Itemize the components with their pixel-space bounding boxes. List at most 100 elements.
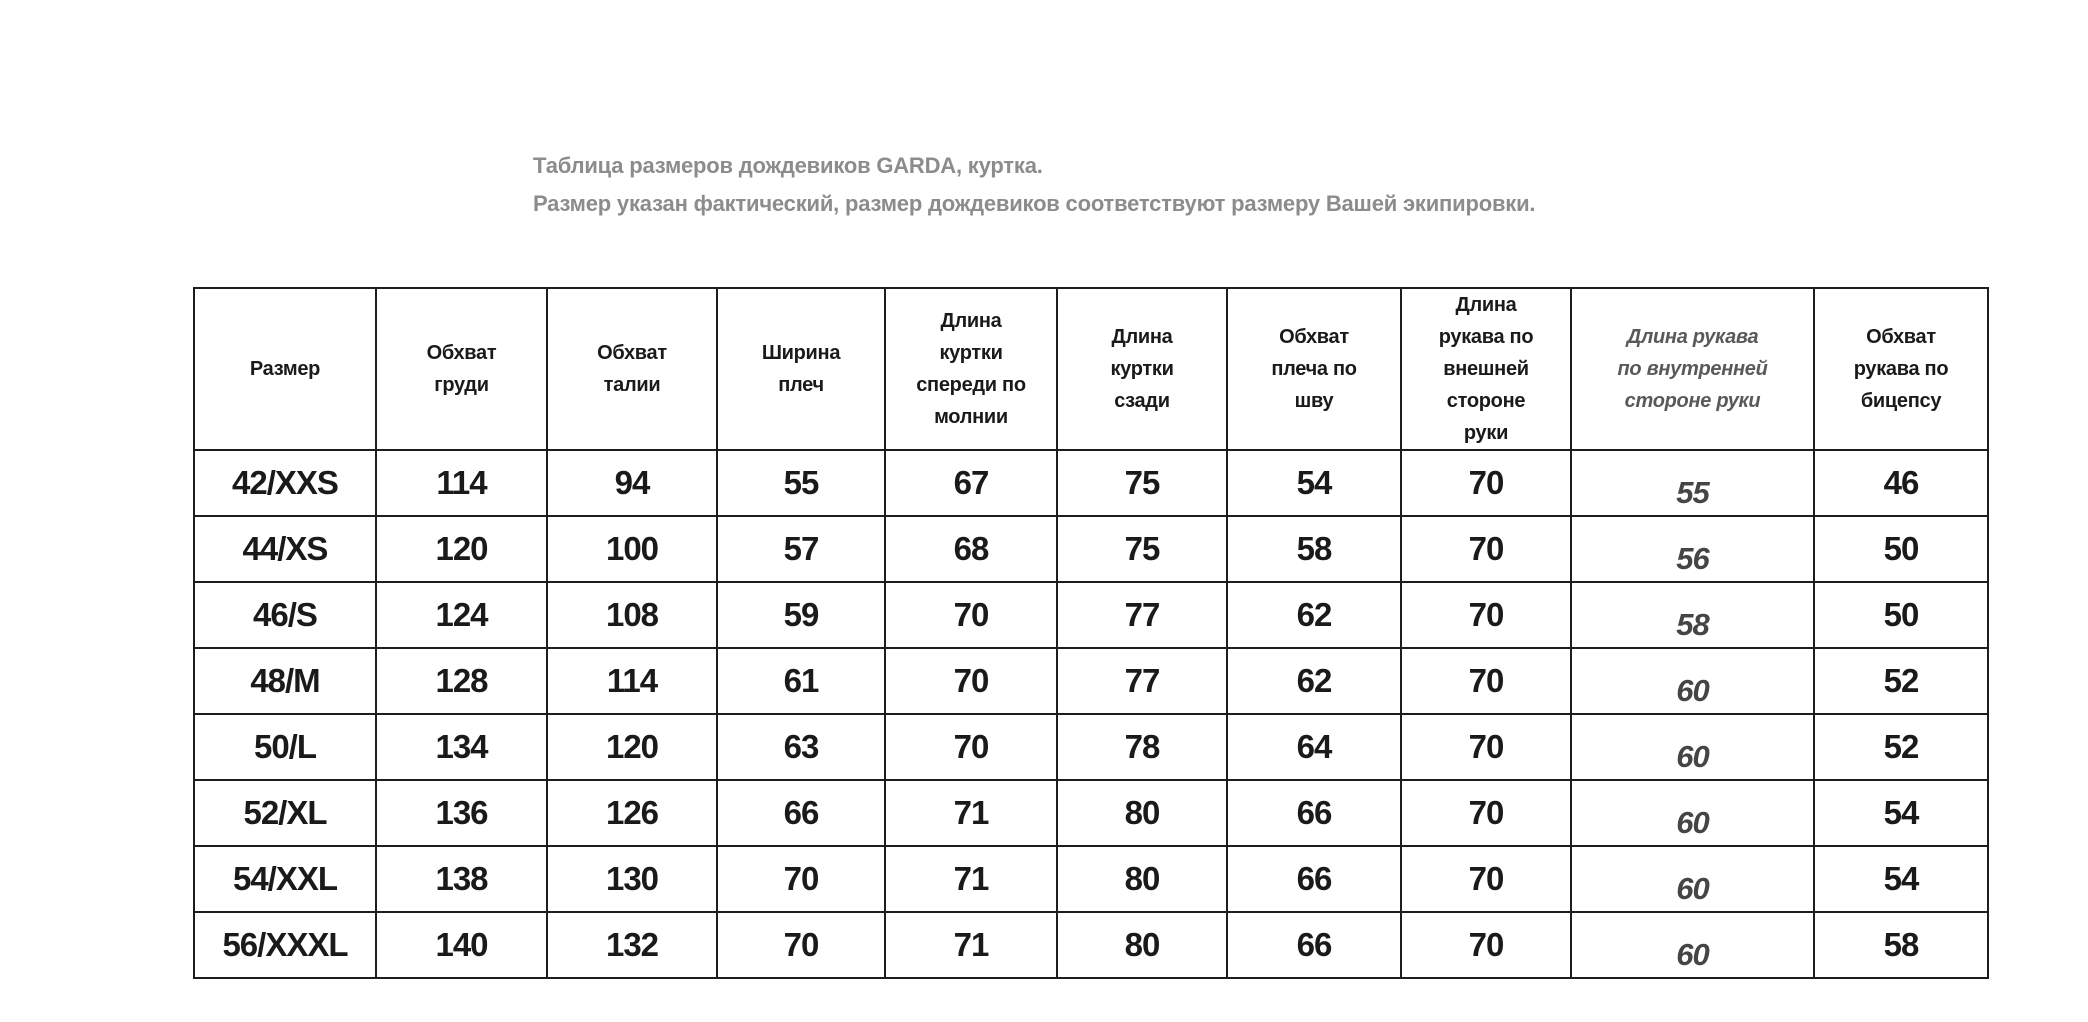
cell-shoulder-width: 66 bbox=[716, 779, 886, 847]
cell-sleeve-inner: 60 bbox=[1570, 779, 1815, 847]
cell-shoulder-width: 63 bbox=[716, 713, 886, 781]
cell-sleeve-inner: 60 bbox=[1570, 713, 1815, 781]
cell-waist: 108 bbox=[546, 581, 718, 649]
header-cell-waist: Обхват талии bbox=[546, 287, 718, 451]
cell-back-length: 77 bbox=[1056, 581, 1228, 649]
cell-biceps: 50 bbox=[1813, 581, 1989, 649]
table-row-46-s: 46/S 124 108 59 70 77 62 70 58 50 bbox=[193, 581, 1989, 649]
cell-size: 48/M bbox=[193, 647, 377, 715]
header-cell-shoulder-width: Ширина плеч bbox=[716, 287, 886, 451]
header-cell-front-length: Длина куртки спереди по молнии bbox=[884, 287, 1058, 451]
cell-size: 50/L bbox=[193, 713, 377, 781]
table-row-52-xl: 52/XL 136 126 66 71 80 66 70 60 54 bbox=[193, 779, 1989, 847]
size-table-body: 42/XXS 114 94 55 67 75 54 70 55 46 44/XS 120 100 57 68… bbox=[193, 449, 1989, 979]
header-cell-back-length: Длина куртки сзади bbox=[1056, 287, 1228, 451]
header-cell-chest: Обхват груди bbox=[375, 287, 548, 451]
cell-sleeve-inner: 60 bbox=[1570, 647, 1815, 715]
table-row-54-xxl: 54/XXL 138 130 70 71 80 66 70 60 54 bbox=[193, 845, 1989, 913]
cell-biceps: 46 bbox=[1813, 449, 1989, 517]
header-cell-sleeve-outer: Длина рукава по внешней стороне руки bbox=[1400, 287, 1572, 451]
table-caption: Таблица размеров дождевиков GARDA, куртк… bbox=[533, 147, 1536, 223]
cell-sleeve-inner: 60 bbox=[1570, 845, 1815, 913]
cell-sleeve-outer: 70 bbox=[1400, 779, 1572, 847]
cell-sleeve-outer: 70 bbox=[1400, 713, 1572, 781]
cell-biceps: 52 bbox=[1813, 713, 1989, 781]
size-table: Размер Обхват груди Обхват талии Ширина пле… bbox=[193, 287, 1989, 979]
cell-sleeve-outer: 70 bbox=[1400, 911, 1572, 979]
cell-chest: 114 bbox=[375, 449, 548, 517]
cell-size: 54/XXL bbox=[193, 845, 377, 913]
caption-line-2: Размер указан фактический, размер дождев… bbox=[533, 191, 1536, 216]
cell-back-length: 78 bbox=[1056, 713, 1228, 781]
cell-shoulder-seam: 66 bbox=[1226, 911, 1402, 979]
cell-size: 44/XS bbox=[193, 515, 377, 583]
cell-waist: 114 bbox=[546, 647, 718, 715]
cell-chest: 128 bbox=[375, 647, 548, 715]
cell-chest: 138 bbox=[375, 845, 548, 913]
cell-shoulder-width: 70 bbox=[716, 911, 886, 979]
cell-shoulder-seam: 66 bbox=[1226, 845, 1402, 913]
header-cell-shoulder-seam: Обхват плеча по шву bbox=[1226, 287, 1402, 451]
cell-shoulder-seam: 54 bbox=[1226, 449, 1402, 517]
cell-waist: 130 bbox=[546, 845, 718, 913]
cell-sleeve-inner: 56 bbox=[1570, 515, 1815, 583]
cell-size: 42/XXS bbox=[193, 449, 377, 517]
cell-shoulder-width: 59 bbox=[716, 581, 886, 649]
cell-waist: 132 bbox=[546, 911, 718, 979]
cell-waist: 94 bbox=[546, 449, 718, 517]
cell-shoulder-width: 55 bbox=[716, 449, 886, 517]
cell-shoulder-seam: 62 bbox=[1226, 647, 1402, 715]
cell-waist: 126 bbox=[546, 779, 718, 847]
cell-front-length: 70 bbox=[884, 581, 1058, 649]
cell-sleeve-inner: 55 bbox=[1570, 449, 1815, 517]
cell-size: 56/XXXL bbox=[193, 911, 377, 979]
cell-front-length: 68 bbox=[884, 515, 1058, 583]
table-row-42-xxs: 42/XXS 114 94 55 67 75 54 70 55 46 bbox=[193, 449, 1989, 517]
cell-sleeve-outer: 70 bbox=[1400, 581, 1572, 649]
cell-shoulder-width: 61 bbox=[716, 647, 886, 715]
cell-shoulder-width: 70 bbox=[716, 845, 886, 913]
cell-chest: 136 bbox=[375, 779, 548, 847]
cell-front-length: 71 bbox=[884, 911, 1058, 979]
cell-biceps: 58 bbox=[1813, 911, 1989, 979]
cell-waist: 120 bbox=[546, 713, 718, 781]
table-row-48-m: 48/M 128 114 61 70 77 62 70 60 52 bbox=[193, 647, 1989, 715]
header-cell-sleeve-inner: Длина рукава по внутренней стороне руки bbox=[1570, 287, 1815, 451]
cell-biceps: 54 bbox=[1813, 845, 1989, 913]
cell-sleeve-outer: 70 bbox=[1400, 515, 1572, 583]
cell-back-length: 80 bbox=[1056, 845, 1228, 913]
cell-back-length: 75 bbox=[1056, 515, 1228, 583]
table-row-44-xs: 44/XS 120 100 57 68 75 58 70 56 50 bbox=[193, 515, 1989, 583]
cell-shoulder-seam: 66 bbox=[1226, 779, 1402, 847]
cell-biceps: 52 bbox=[1813, 647, 1989, 715]
header-row: Размер Обхват груди Обхват талии Ширина пле… bbox=[193, 287, 1989, 451]
cell-back-length: 80 bbox=[1056, 911, 1228, 979]
cell-biceps: 54 bbox=[1813, 779, 1989, 847]
cell-shoulder-width: 57 bbox=[716, 515, 886, 583]
cell-sleeve-inner: 60 bbox=[1570, 911, 1815, 979]
cell-chest: 134 bbox=[375, 713, 548, 781]
caption-line-1: Таблица размеров дождевиков GARDA, куртк… bbox=[533, 153, 1043, 178]
cell-shoulder-seam: 58 bbox=[1226, 515, 1402, 583]
cell-back-length: 80 bbox=[1056, 779, 1228, 847]
cell-size: 52/XL bbox=[193, 779, 377, 847]
cell-sleeve-outer: 70 bbox=[1400, 845, 1572, 913]
header-cell-biceps: Обхват рукава по бицепсу bbox=[1813, 287, 1989, 451]
cell-front-length: 71 bbox=[884, 779, 1058, 847]
cell-back-length: 75 bbox=[1056, 449, 1228, 517]
cell-waist: 100 bbox=[546, 515, 718, 583]
cell-sleeve-outer: 70 bbox=[1400, 449, 1572, 517]
cell-back-length: 77 bbox=[1056, 647, 1228, 715]
header-cell-size: Размер bbox=[193, 287, 377, 451]
cell-size: 46/S bbox=[193, 581, 377, 649]
cell-front-length: 70 bbox=[884, 647, 1058, 715]
table-row-50-l: 50/L 134 120 63 70 78 64 70 60 52 bbox=[193, 713, 1989, 781]
cell-front-length: 71 bbox=[884, 845, 1058, 913]
cell-chest: 140 bbox=[375, 911, 548, 979]
cell-front-length: 67 bbox=[884, 449, 1058, 517]
cell-front-length: 70 bbox=[884, 713, 1058, 781]
table-row-56-xxxl: 56/XXXL 140 132 70 71 80 66 70 60 58 bbox=[193, 911, 1989, 979]
cell-biceps: 50 bbox=[1813, 515, 1989, 583]
cell-shoulder-seam: 64 bbox=[1226, 713, 1402, 781]
cell-sleeve-outer: 70 bbox=[1400, 647, 1572, 715]
